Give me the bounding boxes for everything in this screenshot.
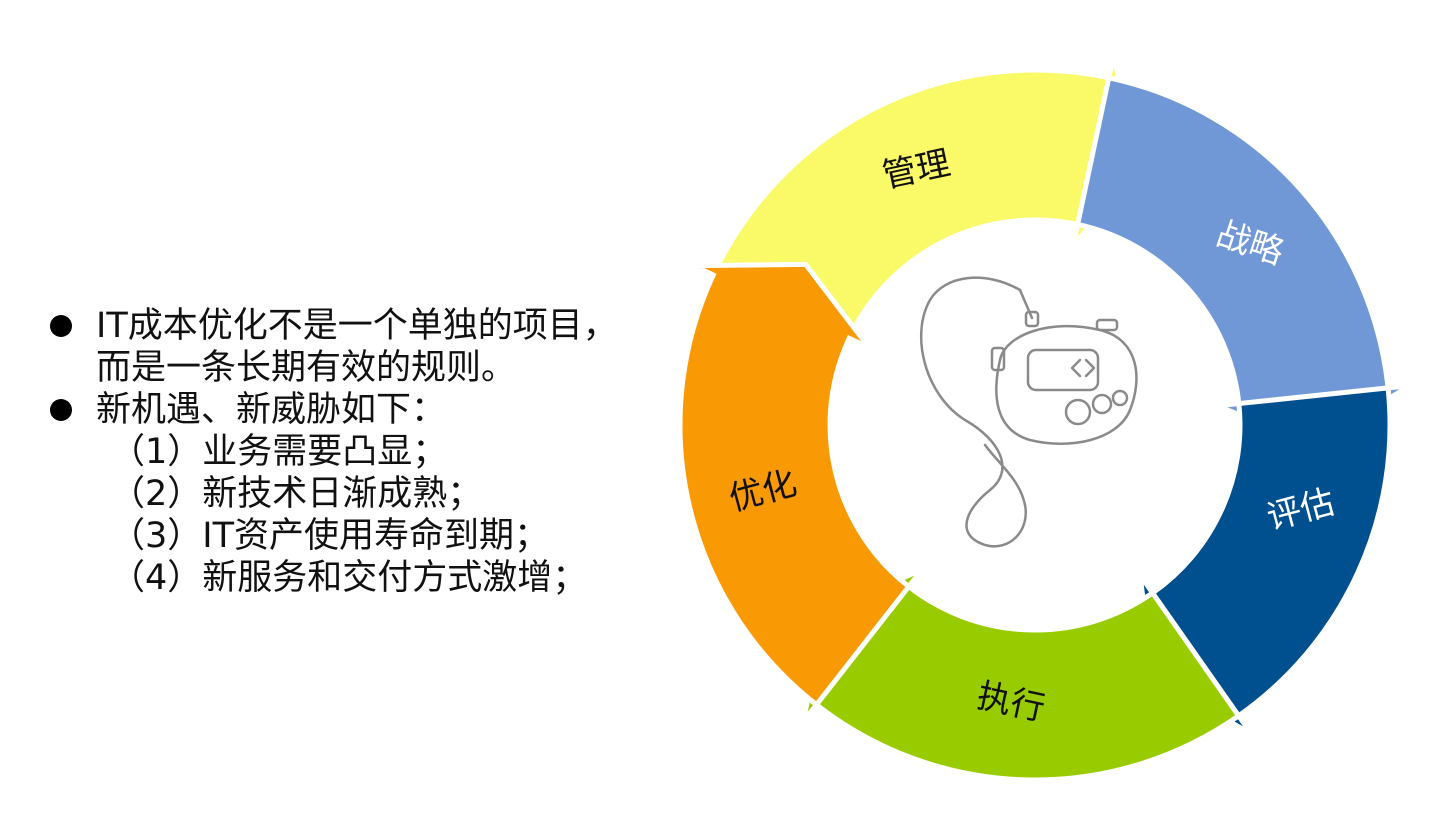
bullet-line: IT成本优化不是一个单独的项目， [96, 306, 618, 346]
sub-item: （4）新服务和交付方式激增； [110, 558, 588, 598]
sub-item: （2）新技术日渐成熟； [110, 474, 483, 514]
bullet-line: 新机遇、新威胁如下： [96, 390, 447, 430]
text-panel: IT成本优化不是一个单独的项目， 而是一条长期有效的规则。 新机遇、新威胁如下：… [48, 305, 668, 599]
bullet-item: 新机遇、新威胁如下： [48, 389, 668, 431]
stopwatch-icon [919, 276, 1138, 548]
sub-list: （1）业务需要凸显； （2）新技术日渐成熟； （3）IT资产使用寿命到期； （4… [48, 431, 668, 599]
sub-item: （3）IT资产使用寿命到期； [110, 516, 549, 556]
bullet-dot [50, 399, 72, 421]
sub-item: （1）业务需要凸显； [110, 432, 448, 472]
bullet-dot [50, 315, 72, 337]
cycle-segment-optimization [677, 261, 913, 709]
bullet-line: 而是一条长期有效的规则。 [96, 348, 517, 388]
bullet-item: IT成本优化不是一个单独的项目， 而是一条长期有效的规则。 [48, 305, 668, 389]
